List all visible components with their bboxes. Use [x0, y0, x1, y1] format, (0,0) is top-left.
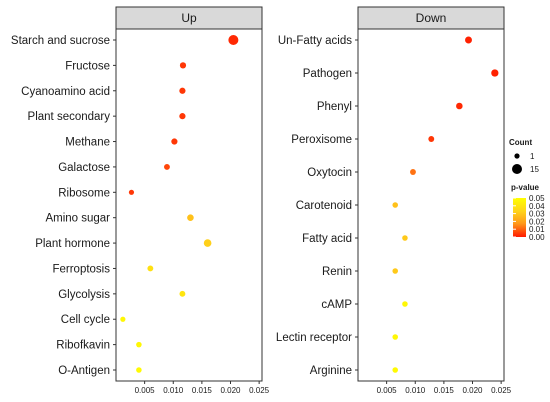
- up-dot: [136, 341, 142, 348]
- down-dot: [402, 301, 408, 307]
- down-category-label: Un-Fatty acids: [278, 35, 352, 47]
- down-category-label: Oxytocin: [307, 167, 352, 179]
- up-dot: [179, 62, 187, 69]
- down-category-label: Renin: [322, 266, 352, 278]
- down-category-label: Fatty acid: [302, 233, 352, 245]
- up-dot: [136, 367, 142, 373]
- up-x-tick-label: 0.020: [220, 386, 241, 395]
- up-x-tick-label: 0.025: [249, 386, 270, 395]
- up-dot: [228, 35, 239, 45]
- up-x-tick-label: 0.010: [163, 386, 184, 395]
- facet-up-panel: [115, 28, 263, 382]
- up-dot: [179, 113, 186, 120]
- down-dot: [428, 136, 435, 142]
- colorbar-tick-label: 0.02: [529, 217, 545, 226]
- down-x-tick-label: 0.015: [434, 386, 455, 395]
- up-dot: [203, 239, 212, 247]
- count-legend-label-large: 15: [530, 165, 539, 174]
- legend: Count 1 15 p-value 0.050.040.030.020.010…: [509, 138, 545, 242]
- count-legend-label-small: 1: [530, 152, 535, 161]
- up-dot: [187, 214, 194, 221]
- count-legend-dot-large: [512, 164, 522, 174]
- colorbar-tick-label: 0.04: [529, 202, 545, 211]
- down-x-tick-label: 0.020: [462, 386, 483, 395]
- facet-down-panel: [357, 28, 505, 382]
- down-dot: [491, 69, 499, 77]
- down-dot: [402, 235, 408, 241]
- up-category-label: Ribosome: [58, 187, 110, 199]
- down-x-tick-label: 0.005: [377, 386, 398, 395]
- up-category-label: Glycolysis: [58, 289, 110, 301]
- up-dot: [128, 189, 135, 195]
- down-category-label: Phenyl: [317, 101, 352, 113]
- up-category-label: Cyanoamino acid: [21, 86, 110, 98]
- facet-up: Up 0.005 0.010 0.015 0.020 0.025 Starch and …: [11, 6, 270, 395]
- down-dot: [392, 367, 398, 373]
- facet-up-title: Up: [181, 11, 197, 25]
- up-x-tick-label: 0.005: [135, 386, 156, 395]
- pvalue-colorbar: [513, 198, 526, 237]
- down-category-label: Arginine: [310, 365, 352, 377]
- colorbar-tick-label: 0.00: [529, 233, 545, 242]
- down-dot: [392, 268, 398, 274]
- up-dot: [147, 265, 154, 272]
- pvalue-legend-title: p-value: [511, 183, 540, 192]
- down-x-tick-label: 0.010: [405, 386, 426, 395]
- count-legend-dot-small: [514, 153, 520, 159]
- facet-down-title: Down: [416, 11, 447, 25]
- up-category-label: Cell cycle: [61, 314, 110, 326]
- up-dot: [179, 290, 186, 297]
- colorbar-tick-label: 0.05: [529, 194, 545, 203]
- down-dot: [392, 334, 398, 340]
- down-x-tick-label: 0.025: [491, 386, 512, 395]
- up-category-label: Ferroptosis: [52, 263, 110, 275]
- down-dot: [392, 202, 398, 208]
- down-dot: [456, 102, 463, 110]
- count-legend-title: Count: [509, 138, 532, 147]
- colorbar-tick-label: 0.03: [529, 210, 545, 219]
- down-dot: [465, 36, 472, 44]
- down-category-label: Carotenoid: [296, 200, 352, 212]
- down-dot: [410, 169, 416, 175]
- up-category-label: Plant secondary: [28, 111, 111, 123]
- up-dot: [179, 87, 186, 94]
- up-category-label: Methane: [65, 137, 110, 149]
- up-category-label: Galactose: [58, 162, 110, 174]
- colorbar-tick-label: 0.01: [529, 225, 545, 234]
- up-dot: [171, 138, 178, 145]
- down-category-label: cAMP: [321, 299, 352, 311]
- down-category-label: Pathogen: [303, 68, 352, 80]
- up-category-label: Ribofkavin: [56, 340, 110, 352]
- up-category-label: Fructose: [65, 60, 110, 72]
- up-dot: [164, 163, 170, 170]
- down-category-label: Peroxisome: [291, 134, 352, 146]
- up-dot: [120, 316, 126, 322]
- up-category-label: Amino sugar: [45, 213, 110, 225]
- up-category-label: Starch and sucrose: [11, 35, 110, 47]
- facet-down: Down 0.005 0.010 0.015 0.020 0.025 Un-Fatty …: [276, 6, 512, 395]
- up-category-label: Plant hormone: [35, 238, 110, 250]
- up-category-label: O-Antigen: [58, 365, 110, 377]
- up-x-tick-label: 0.015: [192, 386, 213, 395]
- down-category-label: Lectin receptor: [276, 332, 352, 344]
